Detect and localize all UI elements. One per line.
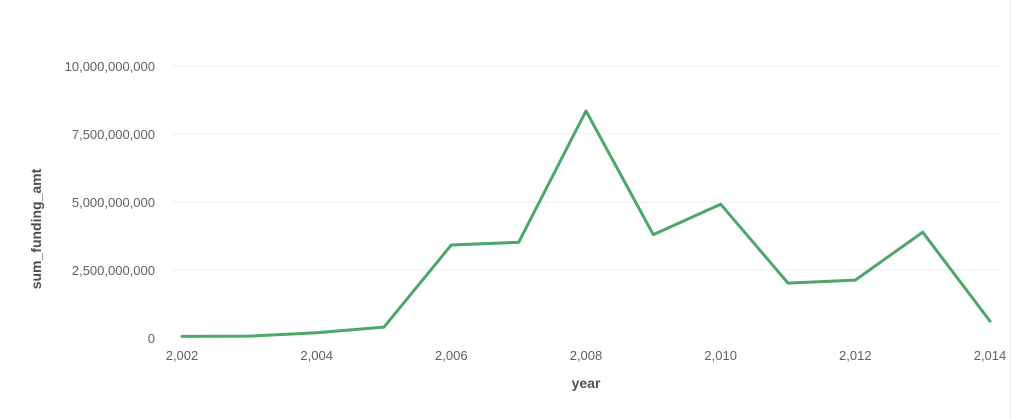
data-point[interactable] [784, 279, 792, 287]
data-point[interactable] [649, 231, 657, 239]
x-tick-label: 2,012 [839, 348, 872, 363]
x-tick-label: 2,014 [974, 348, 1007, 363]
x-axis-ticks: 2,002 2,004 2,006 2,008 2,010 2,012 2,014 [166, 348, 1007, 363]
data-point[interactable] [986, 317, 994, 325]
data-point[interactable] [851, 276, 859, 284]
series-line[interactable] [180, 109, 992, 338]
x-tick-label: 2,002 [166, 348, 199, 363]
y-axis-ticks: 0 2,500,000,000 5,000,000,000 7,500,000,000… [65, 59, 155, 346]
y-tick-label: 0 [148, 331, 155, 346]
data-point[interactable] [717, 200, 725, 208]
data-point[interactable] [380, 323, 388, 331]
grid-lines [172, 65, 998, 271]
y-tick-label: 5,000,000,000 [72, 195, 155, 210]
data-point[interactable] [178, 332, 186, 340]
x-axis-title: year [572, 375, 601, 391]
y-tick-label: 7,500,000,000 [72, 127, 155, 142]
data-point[interactable] [919, 228, 927, 236]
x-tick-label: 2,006 [435, 348, 468, 363]
y-tick-label: 2,500,000,000 [72, 263, 155, 278]
data-point[interactable] [515, 238, 523, 246]
x-tick-label: 2,004 [300, 348, 333, 363]
y-tick-label: 10,000,000,000 [65, 59, 155, 74]
data-point[interactable] [582, 107, 590, 115]
data-point[interactable] [447, 241, 455, 249]
x-tick-label: 2,008 [570, 348, 603, 363]
data-point[interactable] [313, 329, 321, 337]
series-layer [178, 107, 994, 340]
x-tick-label: 2,010 [704, 348, 737, 363]
y-axis-title: sum_funding_amt [28, 168, 44, 289]
data-point[interactable] [245, 332, 253, 340]
